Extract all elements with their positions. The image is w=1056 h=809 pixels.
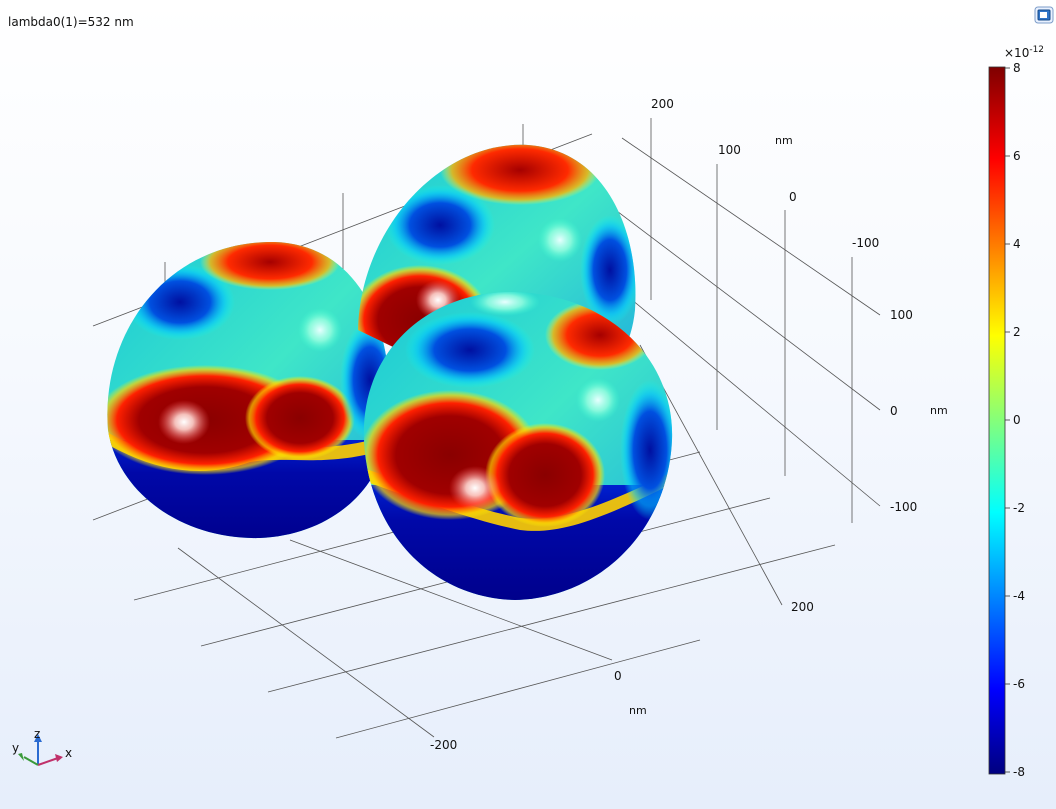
colorbar-tick: -8 (1013, 765, 1025, 779)
tick-label: -100 (890, 500, 917, 514)
colorbar-tick: 6 (1013, 149, 1021, 163)
colorbar-tick: -2 (1013, 501, 1025, 515)
colorbar-tick: -6 (1013, 677, 1025, 691)
colorbar-tick: 4 (1013, 237, 1021, 251)
axis-triad: z x y (12, 727, 72, 766)
colorbar-tick: 2 (1013, 325, 1021, 339)
axis-unit: nm (930, 404, 948, 417)
axis-unit: nm (775, 134, 793, 147)
color-legend: 8 6 4 2 0 -2 -4 -6 -8 (988, 61, 1025, 779)
plot-title: lambda0(1)=532 nm (8, 15, 134, 29)
vertical-axis-ticks: 200 100 0 -100 nm (651, 97, 879, 250)
tick-label: 0 (789, 190, 797, 204)
particle-front (363, 291, 673, 600)
right-axis-ticks: 100 0 -100 nm (890, 308, 948, 514)
colorbar-tick: 8 (1013, 61, 1021, 75)
colorbar-gradient (988, 66, 1006, 775)
particle-left (107, 241, 390, 539)
image-snapshot-icon[interactable] (1034, 6, 1054, 24)
colorbar-tick: 0 (1013, 413, 1021, 427)
bottom-axis-ticks: 200 0 -200 nm (430, 600, 814, 752)
multiplier-base: ×10 (1004, 46, 1030, 60)
triad-y-label: y (12, 741, 19, 755)
colorbar-multiplier: ×10-12 (1004, 45, 1044, 60)
axis-unit: nm (629, 704, 647, 717)
tick-label: 100 (890, 308, 913, 322)
tick-label: 200 (791, 600, 814, 614)
tick-label: 100 (718, 143, 741, 157)
tick-label: 0 (890, 404, 898, 418)
multiplier-exponent: -12 (1029, 45, 1045, 55)
tick-label: 200 (651, 97, 674, 111)
tick-label: -100 (852, 236, 879, 250)
tick-label: 0 (614, 669, 622, 683)
triad-x-label: x (65, 746, 72, 760)
colorbar-tick: -4 (1013, 589, 1025, 603)
triad-z-label: z (34, 727, 40, 741)
tick-label: -200 (430, 738, 457, 752)
